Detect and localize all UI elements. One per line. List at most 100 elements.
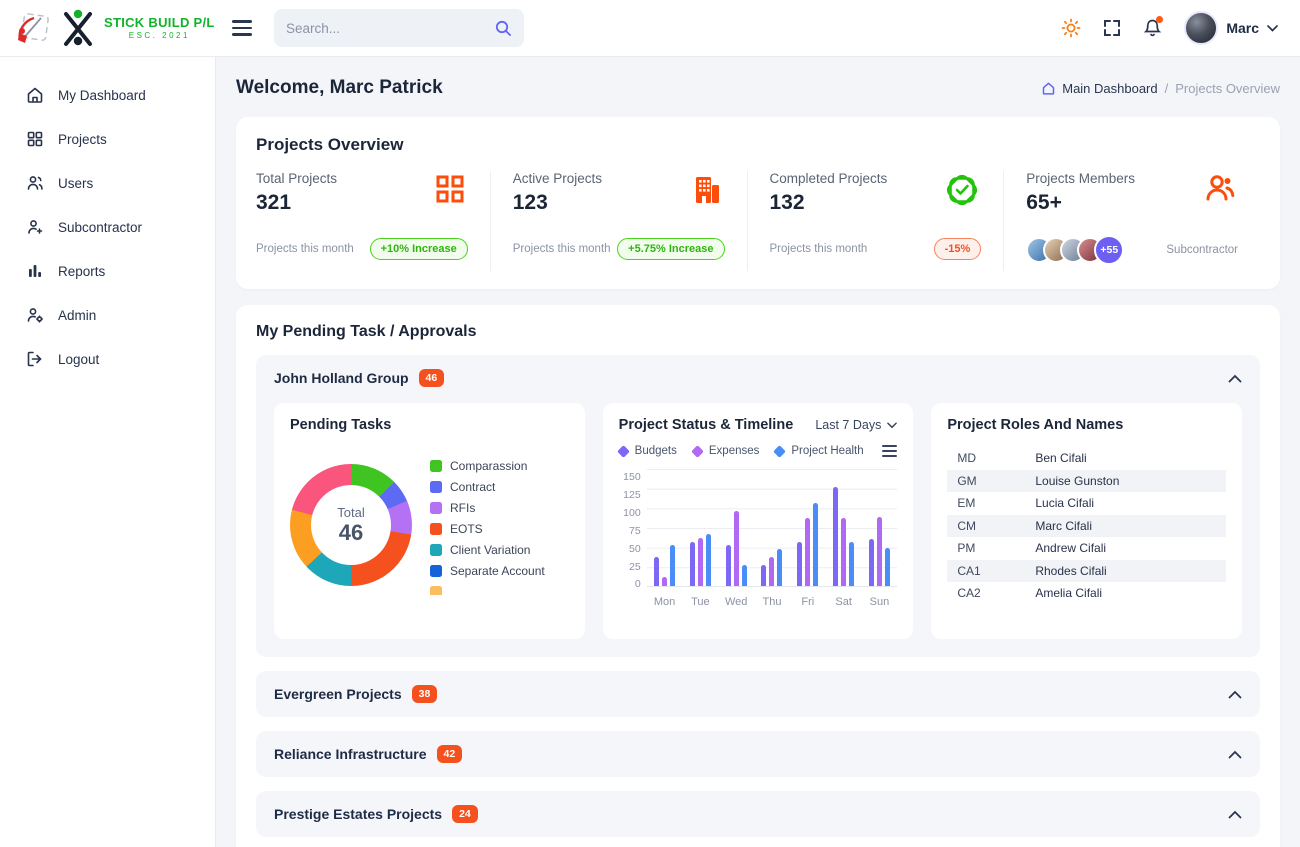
stat-value: 65+ <box>1026 191 1062 214</box>
legend-item: Contract <box>430 476 545 497</box>
chart-menu-icon[interactable] <box>882 445 898 457</box>
table-row: CM Marc Cifali <box>947 514 1227 537</box>
legend-item: Separate Account <box>430 560 545 581</box>
sidebar-item-admin[interactable]: Admin <box>0 293 215 337</box>
breadcrumb: Main Dashboard / Projects Overview <box>1041 81 1280 96</box>
table-row: GM Louise Gunston <box>947 469 1227 492</box>
bar-budgets <box>689 541 695 586</box>
table-row: MD Ben Cifali <box>957 451 1087 466</box>
search-box[interactable] <box>274 9 524 47</box>
sidebar-item-reports[interactable]: Reports <box>0 249 215 293</box>
sidebar-item-label: Reports <box>58 263 106 279</box>
legend-swatch <box>430 564 442 577</box>
accordion-header[interactable]: Reliance Infrastructure 42 <box>256 731 1260 777</box>
bar-budgets <box>797 541 803 586</box>
accordion-header[interactable]: John Holland Group 46 <box>256 355 1260 401</box>
stat-label: Projects Members <box>1026 171 1136 186</box>
accordion-john-holland-group: John Holland Group 46 Pending Tasks Tota… <box>256 355 1260 657</box>
sidebar-item-subcontractor[interactable]: Subcontractor <box>0 205 215 249</box>
sidebar-item-label: Users <box>58 175 94 191</box>
bar-project-health <box>670 545 676 586</box>
table-row: CA1 Rhodes Cifali <box>947 559 1227 582</box>
range-select[interactable]: Last 7 Days <box>815 418 898 432</box>
x-tick-label: Wed <box>724 596 748 608</box>
legend-item-truncated <box>430 581 545 595</box>
legend-swatch <box>430 459 442 472</box>
accordion-header[interactable]: Prestige Estates Projects 24 <box>256 791 1260 837</box>
chevron-up-icon[interactable] <box>1228 750 1242 759</box>
sidebar-item-logout[interactable]: Logout <box>0 337 215 381</box>
stat-sub-label: Projects this month <box>256 243 354 255</box>
bar-expenses <box>733 511 739 586</box>
bar-plot <box>646 469 898 587</box>
sidebar-item-label: Admin <box>58 307 97 323</box>
y-tick-label: 50 <box>628 542 641 555</box>
building-icon <box>695 177 719 203</box>
user-avatar[interactable] <box>1184 11 1219 45</box>
person-gear-icon <box>27 308 43 323</box>
menu-toggle-icon[interactable] <box>232 20 252 36</box>
sidebar-item-users[interactable]: Users <box>0 161 215 205</box>
bar-legend: Budgets Expenses Project Health <box>616 444 898 458</box>
archer-logo-icon <box>18 13 49 43</box>
pending-approvals-title: My Pending Task / Approvals <box>256 323 477 340</box>
accordion-group-name: Prestige Estates Projects <box>274 806 443 822</box>
legend-swatch <box>430 522 442 535</box>
brand-name: STICK BUILD P/L <box>104 14 215 30</box>
search-input[interactable] <box>286 20 494 36</box>
sidebar-item-projects[interactable]: Projects <box>0 117 215 161</box>
x-tick-label: Tue <box>691 596 710 608</box>
bar-group <box>797 469 819 586</box>
search-icon[interactable] <box>494 19 512 37</box>
bar-group <box>654 469 676 586</box>
accordion-header[interactable]: Evergreen Projects 38 <box>256 671 1260 717</box>
stat-badge: +10% Increase <box>369 238 468 260</box>
legend-item: Expenses <box>691 444 759 458</box>
stat-label: Total Projects <box>256 171 338 186</box>
chevron-up-icon[interactable] <box>1228 690 1242 699</box>
main-content: Welcome, Marc Patrick Main Dashboard / P… <box>216 57 1300 847</box>
bar-expenses <box>876 517 882 586</box>
user-menu[interactable]: Marc <box>1184 11 1278 45</box>
legend-item: Budgets <box>616 444 677 458</box>
grid-icon <box>436 175 464 203</box>
chevron-up-icon[interactable] <box>1228 374 1242 383</box>
stat-label: Completed Projects <box>769 171 888 186</box>
legend-swatch <box>430 501 442 514</box>
theme-sun-icon[interactable] <box>1061 18 1081 38</box>
member-avatars[interactable]: +55 <box>1026 235 1125 265</box>
page-title: Welcome, Marc Patrick <box>236 77 443 98</box>
bar-group <box>833 469 855 586</box>
count-badge: 24 <box>452 805 478 823</box>
accordion-evergreen-projects: Evergreen Projects 38 <box>256 671 1260 717</box>
y-tick-label: 25 <box>628 560 641 573</box>
legend-swatch <box>430 480 442 493</box>
breadcrumb-root[interactable]: Main Dashboard <box>1041 81 1158 96</box>
brand-est: ESC. 2021 <box>128 30 190 40</box>
chevron-up-icon[interactable] <box>1228 810 1242 819</box>
accordion-prestige-estates-projects: Prestige Estates Projects 24 <box>256 791 1260 837</box>
bar-budgets <box>725 545 731 586</box>
bar-budgets <box>654 557 660 586</box>
app-logo[interactable]: STICK BUILD P/L ESC. 2021 <box>0 8 216 48</box>
avatar-more-count[interactable]: +55 <box>1094 235 1125 265</box>
bar-budgets <box>868 539 874 586</box>
breadcrumb-separator: / <box>1164 80 1169 96</box>
donut-chart: Total 46 <box>290 464 412 586</box>
sidebar-item-label: Projects <box>58 131 107 147</box>
stat-completed-projects: Completed Projects 132 Projects this mon… <box>746 171 1004 271</box>
sidebar-item-my-dashboard[interactable]: My Dashboard <box>0 73 215 117</box>
notification-dot <box>1156 16 1164 23</box>
projects-overview-panel: Projects Overview Total Projects 321 Pro… <box>236 117 1280 289</box>
notifications-bell-icon[interactable] <box>1143 16 1164 38</box>
bar-expenses <box>841 518 847 586</box>
users-icon <box>27 176 43 190</box>
y-tick-label: 75 <box>628 524 641 537</box>
fullscreen-icon[interactable] <box>1103 19 1121 37</box>
stat-projects-members: Projects Members 65+ <box>1003 171 1260 271</box>
sidebar-item-label: Logout <box>58 351 100 367</box>
grid-icon <box>27 131 43 147</box>
bar-project-health <box>741 564 747 586</box>
stat-label: Active Projects <box>512 171 603 186</box>
pending-tasks-title: Pending Tasks <box>290 417 392 433</box>
